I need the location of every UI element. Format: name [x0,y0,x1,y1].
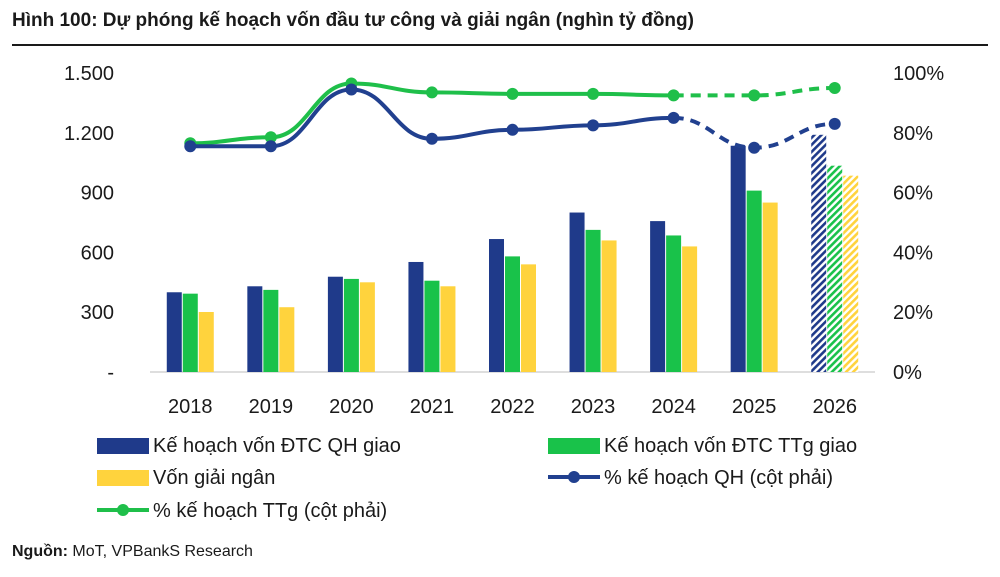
y-left-tick-label: 1.500 [64,63,114,85]
line-point [506,87,519,100]
y-right-tick-label: 0% [893,362,922,384]
combo-chart: - 300 600 900 1.200 1.500 0% 20% 40% 60% 80% 100% 20… [64,63,944,522]
title-divider [12,44,988,46]
y-right-tick-label: 40% [893,242,933,264]
x-tick-label: 2020 [329,396,374,418]
bar [247,286,263,372]
x-tick-label: 2025 [732,396,777,418]
bar [327,276,343,372]
bar [585,229,601,372]
line-point [345,83,358,96]
bar [569,212,585,372]
y-left-tick-label: 900 [81,183,114,205]
line-point [748,141,761,154]
legend-swatch [97,470,149,486]
line-point [587,119,600,132]
line-point [425,86,438,99]
line-point [748,89,761,102]
legend-swatch [97,438,149,454]
x-tick-label: 2026 [812,396,857,418]
y-right-tick-label: 60% [893,183,933,205]
x-tick-label: 2023 [571,396,616,418]
legend-label: % kế hoạch TTg (cột phải) [153,500,387,522]
bar [489,239,504,372]
line-point [828,81,841,94]
line-point [264,131,277,144]
line-point [667,89,680,102]
bar [682,246,698,372]
bar [440,286,456,372]
bar [505,256,520,372]
legend-label: % kế hoạch QH (cột phải) [604,467,833,489]
line-point [264,140,277,153]
line-point [587,87,600,100]
bar [811,134,827,372]
line-point [425,132,438,145]
bar [843,175,859,372]
legend-label: Vốn giải ngân [153,467,275,489]
x-tick-label: 2021 [410,396,455,418]
bar [762,202,778,372]
legend-marker [117,504,129,516]
chart-title: Hình 100: Dự phóng kế hoạch vốn đầu tư c… [12,10,694,31]
legend-label: Kế hoạch vốn ĐTC TTg giao [604,435,857,457]
y-right-tick-label: 80% [893,123,933,145]
legend-label: Kế hoạch vốn ĐTC QH giao [153,435,401,457]
bar [746,190,762,372]
line-point [667,111,680,124]
bar [666,235,682,372]
bar [198,312,214,372]
line-point [828,117,841,130]
series-line-forecast [673,85,835,98]
x-tick-label: 2024 [651,396,696,418]
y-left-tick-label: 600 [81,242,114,264]
line-point [506,123,519,136]
bar [263,289,279,372]
y-left-tick-label: 1.200 [64,123,114,145]
source-text: MoT, VPBankS Research [67,543,253,560]
bar [601,240,617,372]
line-point [184,140,197,153]
source-label: Nguồn: [12,543,68,560]
bar [827,165,843,372]
bar [650,221,666,372]
bar [730,145,746,372]
x-tick-label: 2022 [490,396,535,418]
y-right-tick-label: 20% [893,302,933,324]
bar [359,282,375,372]
bar [279,307,295,372]
y-right-tick-label: 100% [893,63,944,85]
y-left-tick-label: 300 [81,302,114,324]
x-tick-label: 2018 [168,396,213,418]
bar [343,278,359,372]
bar [424,280,440,372]
bar [166,292,182,372]
legend-marker [568,471,580,483]
bar [408,261,424,372]
source-note: Nguồn: MoT, VPBankS Research [12,543,253,561]
legend-swatch [548,438,600,454]
bar [182,293,198,372]
x-tick-label: 2019 [249,396,294,418]
bar [521,264,536,372]
y-left-tick-label: - [107,362,114,384]
